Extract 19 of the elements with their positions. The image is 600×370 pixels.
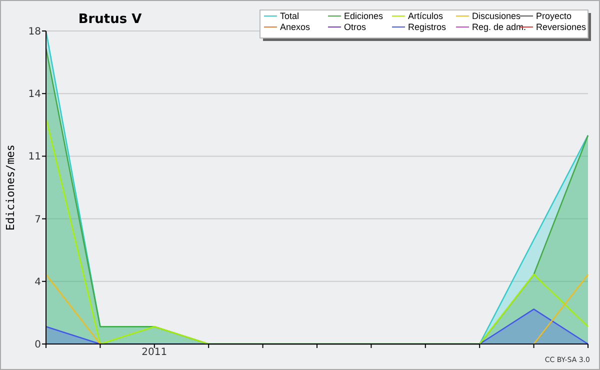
legend-label: Discusiones bbox=[472, 11, 522, 21]
x-tick-label: 2011 bbox=[142, 347, 168, 358]
y-tick-label: 18 bbox=[28, 26, 41, 38]
y-axis-title: Ediciones/mes bbox=[4, 144, 17, 231]
y-tick-label: 11 bbox=[28, 152, 41, 163]
legend-label: Reg. de adm. bbox=[472, 22, 526, 32]
legend-label: Total bbox=[280, 11, 300, 21]
legend-label: Proyecto bbox=[536, 11, 572, 21]
legend-label: Reversiones bbox=[536, 22, 587, 32]
legend-label: Otros bbox=[344, 22, 367, 32]
legend-label: Artículos bbox=[408, 11, 444, 21]
legend-label: Registros bbox=[408, 22, 447, 32]
y-tick-label: 14 bbox=[28, 89, 41, 100]
y-tick-label: 7 bbox=[34, 214, 41, 226]
legend-label: Anexos bbox=[280, 22, 311, 32]
chart-title: Brutus V bbox=[78, 12, 142, 27]
legend-label: Ediciones bbox=[344, 11, 384, 21]
y-tick-label: 4 bbox=[34, 276, 41, 288]
y-tick-label: 0 bbox=[34, 340, 41, 350]
